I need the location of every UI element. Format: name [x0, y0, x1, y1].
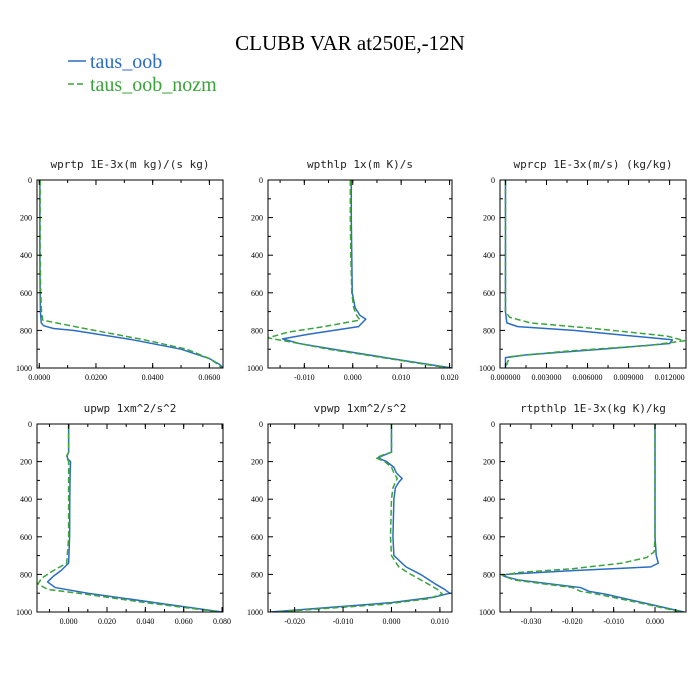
series-line-taus-oob-nozm: [275, 424, 444, 612]
y-tick-label: 0: [259, 176, 263, 185]
x-tick-label: 0.000: [382, 617, 400, 626]
x-tick-label: -0.010: [333, 617, 354, 626]
y-tick-label: 200: [251, 214, 263, 223]
panel-title: upwp 1xm^2/s^2: [84, 402, 177, 415]
plot-frame: [499, 179, 687, 369]
series-line-taus-oob: [281, 180, 452, 368]
legend-label-taus-oob-nozm: taus_oob_nozm: [90, 74, 217, 96]
series-line-taus-oob: [270, 424, 451, 612]
x-tick-label: 0.006000: [573, 373, 603, 382]
x-tick-label: 0.000: [344, 373, 362, 382]
series-line-taus-oob: [503, 424, 685, 612]
panel-grid: wprtp 1E-3x(m kg)/(s kg) 0 200 400 600 800 100…: [16, 158, 687, 626]
y-tick-label: 400: [483, 495, 495, 504]
series-line-taus-oob: [39, 180, 223, 368]
series-line-taus-oob-nozm: [37, 424, 221, 612]
y-tick-label: 600: [251, 289, 263, 298]
panel-title: wprtp 1E-3x(m kg)/(s kg): [51, 158, 210, 171]
legend: taus_oob taus_oob_nozm: [68, 51, 217, 96]
x-tick-label: 0.009000: [614, 373, 644, 382]
y-tick-label: 800: [483, 326, 495, 335]
x-tick-label: 0.010: [392, 373, 410, 382]
x-tick-label: 0.0400: [142, 373, 164, 382]
x-tick-label: 0.000: [646, 617, 664, 626]
x-tick-label: -0.030: [521, 617, 542, 626]
x-tick-label: 0.0200: [85, 373, 107, 382]
y-tick-label: 200: [20, 214, 32, 223]
x-tick-label: 0.020: [98, 617, 116, 626]
x-tick-label: 0.080: [213, 617, 231, 626]
x-tick-label: 0.003000: [532, 373, 562, 382]
series-line-taus-oob-nozm: [268, 180, 449, 368]
series-line-taus-oob-nozm: [504, 180, 686, 368]
y-tick-label: 1000: [247, 364, 263, 373]
y-tick-label: 400: [483, 251, 495, 260]
y-tick-label: 400: [251, 251, 263, 260]
panel-title: rtpthlp 1E-3x(kg K)/kg: [520, 402, 666, 415]
y-tick-label: 0: [28, 176, 32, 185]
panel-6: rtpthlp 1E-3x(kg K)/kg 0 200 400 600 800 1000 -…: [479, 402, 687, 626]
x-tick-label: -0.010: [603, 617, 624, 626]
y-tick-label: 800: [483, 570, 495, 579]
plot-frame: [267, 423, 453, 613]
panel-title: vpwp 1xm^2/s^2: [314, 402, 407, 415]
series-line-taus-oob: [504, 180, 674, 368]
figure-title: CLUBB VAR at250E,-12N: [235, 31, 465, 55]
y-tick-label: 0: [491, 420, 495, 429]
y-tick-label: 400: [20, 251, 32, 260]
plot-frame: [499, 423, 687, 613]
panel-title: wpthlp 1x(m K)/s: [307, 158, 413, 171]
y-tick-label: 800: [20, 326, 32, 335]
y-tick-label: 200: [483, 214, 495, 223]
y-tick-label: 0: [28, 420, 32, 429]
x-tick-label: 0.020: [441, 373, 459, 382]
x-tick-label: 0.040: [136, 617, 154, 626]
y-tick-label: 200: [251, 458, 263, 467]
y-tick-label: 1000: [479, 608, 495, 617]
y-tick-label: 800: [20, 570, 32, 579]
y-tick-label: 600: [483, 289, 495, 298]
panel-2: wpthlp 1x(m K)/s 0 200 400 600 800 1000 -0.010 0…: [247, 158, 459, 382]
x-tick-label: 0.060: [175, 617, 193, 626]
y-tick-label: 800: [251, 326, 263, 335]
y-tick-label: 200: [20, 458, 32, 467]
x-tick-label: 0.0000: [28, 373, 50, 382]
x-tick-label: 0.0600: [198, 373, 220, 382]
y-tick-label: 400: [251, 495, 263, 504]
x-tick-label: 0.000000: [490, 373, 520, 382]
panel-4: upwp 1xm^2/s^2 0 200 400 600 800 1000 0.000 0.02…: [16, 402, 231, 626]
y-tick-label: 0: [259, 420, 263, 429]
y-tick-label: 600: [20, 533, 32, 542]
y-tick-label: 1000: [16, 364, 32, 373]
y-tick-label: 600: [251, 533, 263, 542]
y-tick-label: 0: [491, 176, 495, 185]
y-tick-label: 800: [251, 570, 263, 579]
x-tick-label: -0.020: [284, 617, 305, 626]
y-tick-label: 600: [20, 289, 32, 298]
x-tick-label: 0.012000: [655, 373, 685, 382]
series-line-taus-oob-nozm: [501, 424, 683, 612]
y-tick-label: 1000: [247, 608, 263, 617]
x-tick-label: -0.020: [562, 617, 583, 626]
y-tick-label: 1000: [479, 364, 495, 373]
series-line-taus-oob: [46, 424, 223, 612]
panel-3: wprcp 1E-3x(m/s) (kg/kg) 0 200 400 600 800 100…: [479, 158, 687, 382]
plot-frame: [267, 179, 453, 369]
x-tick-label: 0.010: [431, 617, 449, 626]
panel-title: wprcp 1E-3x(m/s) (kg/kg): [514, 158, 673, 171]
plot-frame: [36, 423, 224, 613]
y-tick-label: 600: [483, 533, 495, 542]
legend-label-taus-oob: taus_oob: [90, 51, 162, 73]
panel-5: vpwp 1xm^2/s^2 0 200 400 600 800 1000 -0.020 -0.…: [247, 402, 453, 626]
y-tick-label: 1000: [16, 608, 32, 617]
y-tick-label: 400: [20, 495, 32, 504]
x-tick-label: 0.000: [60, 617, 78, 626]
panel-1: wprtp 1E-3x(m kg)/(s kg) 0 200 400 600 800 100…: [16, 158, 224, 382]
y-tick-label: 200: [483, 458, 495, 467]
x-tick-label: -0.010: [294, 373, 315, 382]
